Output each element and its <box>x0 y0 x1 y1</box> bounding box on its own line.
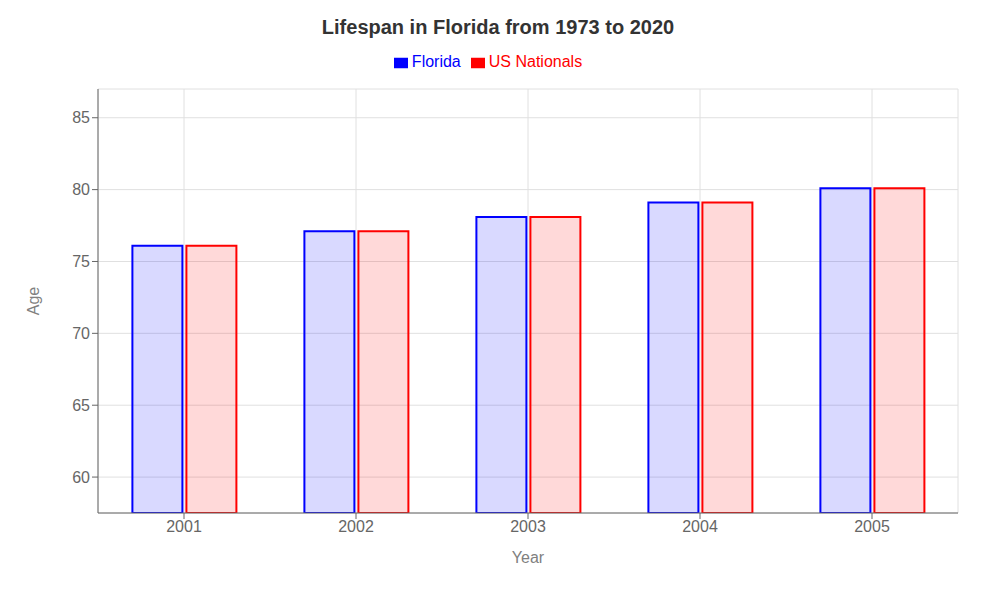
svg-text:2004: 2004 <box>682 518 718 535</box>
svg-text:2005: 2005 <box>854 518 890 535</box>
html-text:Florida: Florida <box>411 53 461 70</box>
svg-text:60: 60 <box>72 469 90 486</box>
html-text:US Nationals: US Nationals <box>488 53 583 70</box>
svg-text:80: 80 <box>72 181 90 198</box>
svg-text:75: 75 <box>72 253 90 270</box>
svg-text:2002: 2002 <box>338 518 374 535</box>
svg-text:65: 65 <box>72 397 90 414</box>
svg-text:Year: Year <box>512 549 545 566</box>
svg-text:2003: 2003 <box>510 518 546 535</box>
svg-text:70: 70 <box>72 325 90 342</box>
svg-text:2001: 2001 <box>166 518 202 535</box>
html-text:Lifespan in Florida from 1973: Lifespan in Florida from 1973 to 2020 <box>321 16 675 38</box>
svg-text:Age: Age <box>25 287 42 316</box>
svg-text:85: 85 <box>72 109 90 126</box>
